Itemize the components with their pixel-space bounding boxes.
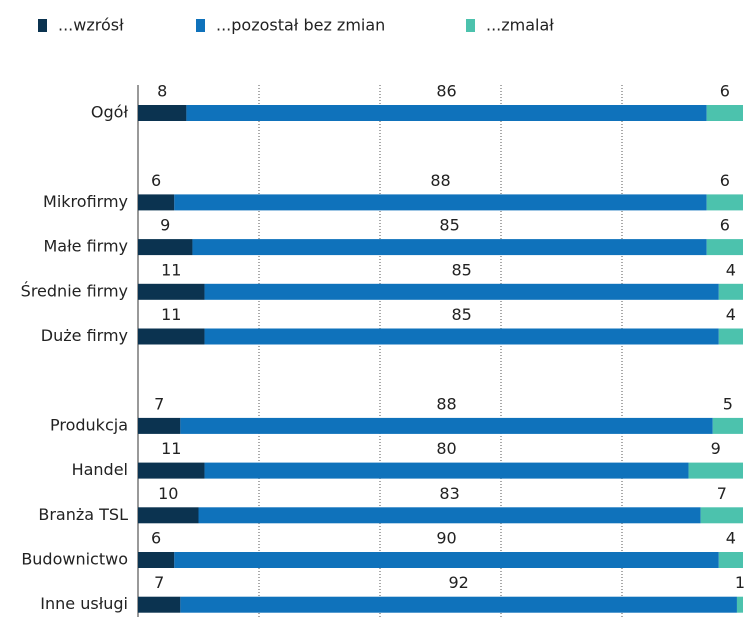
bar-segment	[180, 596, 737, 613]
data-label: 90	[436, 529, 456, 548]
data-label: 11	[161, 260, 181, 279]
category-label: Mikrofirmy	[43, 192, 128, 211]
bar-segment	[138, 507, 199, 524]
bar-segment	[138, 462, 205, 479]
bar-segment	[204, 462, 689, 479]
bar-segment	[174, 552, 719, 568]
category-label: Inne usługi	[40, 594, 128, 613]
data-label: 80	[436, 439, 456, 458]
data-label: 8	[157, 82, 167, 101]
bar-segment	[688, 462, 743, 479]
bar-segment	[138, 417, 181, 434]
legend-label: ...wzrósł	[58, 16, 124, 35]
data-label: 5	[723, 394, 733, 413]
data-label: 1	[735, 573, 745, 592]
category-label: Produkcja	[50, 415, 128, 434]
data-label: 6	[720, 82, 730, 101]
bar-segment	[712, 417, 743, 434]
data-label: 9	[711, 439, 721, 458]
bar-segment	[718, 328, 743, 345]
bar-segment	[700, 507, 743, 524]
data-label: 7	[154, 394, 164, 413]
category-label: Handel	[72, 460, 128, 479]
data-label: 6	[151, 171, 161, 190]
bar-segment	[736, 596, 743, 613]
category-label: Branża TSL	[38, 505, 128, 524]
data-label: 86	[436, 82, 456, 101]
bar-segment	[706, 239, 743, 256]
bar-segment	[138, 239, 193, 256]
data-label: 7	[717, 484, 727, 503]
data-label: 92	[448, 573, 468, 592]
bar-segment	[718, 283, 743, 300]
bar-segment	[138, 194, 175, 211]
category-label: Średnie firmy	[21, 281, 128, 300]
bar-segment	[192, 239, 707, 256]
data-label: 88	[436, 394, 456, 413]
category-label: Ogół	[91, 103, 129, 122]
data-label: 9	[160, 216, 170, 235]
category-label: Duże firmy	[41, 326, 128, 345]
bar-segment	[706, 105, 743, 121]
bar-segment	[204, 283, 719, 300]
data-label: 6	[151, 529, 161, 548]
bar-segment	[138, 328, 205, 345]
data-label: 85	[439, 216, 459, 235]
data-label: 7	[154, 573, 164, 592]
legend-swatch	[38, 19, 47, 32]
bar-segment	[718, 552, 743, 568]
data-label: 10	[158, 484, 178, 503]
data-label: 11	[161, 305, 181, 324]
bar-segment	[138, 552, 175, 568]
bar-segment	[174, 194, 707, 211]
data-label: 6	[720, 216, 730, 235]
bar-segment	[180, 417, 713, 434]
data-label: 11	[161, 439, 181, 458]
bar-segment	[138, 596, 181, 613]
legend-label: ...zmalał	[486, 16, 554, 35]
legend-swatch	[196, 19, 205, 32]
category-label: Budownictwo	[21, 550, 128, 569]
bar-segment	[706, 194, 743, 211]
data-label: 4	[726, 529, 736, 548]
data-label: 4	[726, 260, 736, 279]
data-label: 85	[451, 305, 471, 324]
bar-segment	[198, 507, 701, 524]
bar-segment	[204, 328, 719, 345]
category-label: Małe firmy	[43, 237, 128, 256]
bar-segment	[138, 283, 205, 300]
bar-segment	[186, 105, 707, 121]
bar-segment	[138, 105, 187, 121]
legend-label: ...pozostał bez zmian	[216, 16, 385, 35]
legend-swatch	[466, 19, 475, 32]
data-label: 88	[430, 171, 450, 190]
data-label: 4	[726, 305, 736, 324]
data-label: 83	[439, 484, 459, 503]
data-label: 6	[720, 171, 730, 190]
data-label: 85	[451, 260, 471, 279]
